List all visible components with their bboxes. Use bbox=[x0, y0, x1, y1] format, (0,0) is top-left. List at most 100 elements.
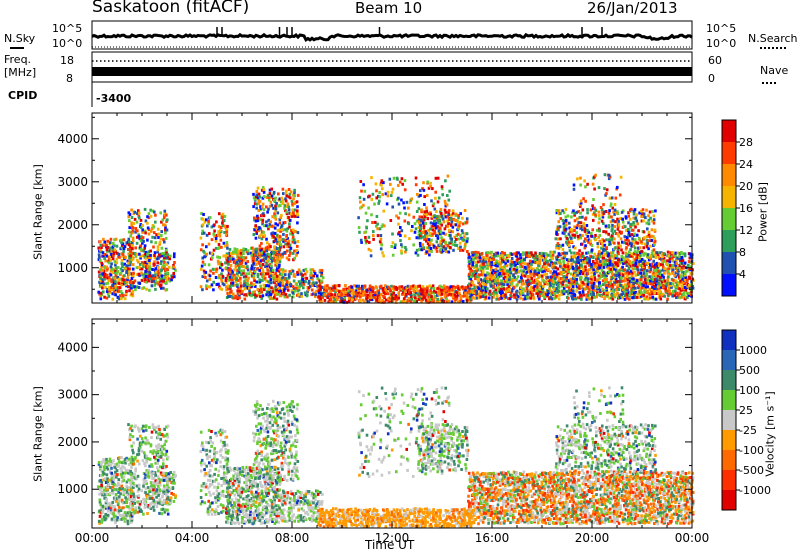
power-echo-cell bbox=[291, 269, 295, 273]
power-echo-cell bbox=[648, 255, 652, 259]
power-echo-cell bbox=[323, 292, 327, 296]
power-echo-cell bbox=[597, 253, 600, 257]
power-echo-cell bbox=[285, 194, 288, 198]
power-echo-cell bbox=[639, 271, 643, 275]
power-echo-cell bbox=[486, 253, 489, 257]
power-echo-cell bbox=[651, 295, 655, 299]
power-echo-cell bbox=[546, 289, 550, 293]
power-echo-cell bbox=[268, 289, 272, 293]
power-echo-cell bbox=[110, 288, 113, 292]
power-echo-cell bbox=[131, 239, 135, 243]
power-echo-cell bbox=[583, 227, 587, 231]
power-echo-cell bbox=[576, 237, 580, 241]
power-echo-cell bbox=[632, 223, 636, 227]
power-echo-cell bbox=[631, 254, 634, 258]
power-echo-cell bbox=[437, 290, 441, 293]
power-echo-cell bbox=[531, 289, 534, 293]
power-echo-cell bbox=[111, 283, 115, 287]
power-echo-cell bbox=[102, 237, 105, 241]
power-echo-cell bbox=[120, 240, 123, 244]
power-echo-cell bbox=[234, 283, 237, 287]
power-echo-cell bbox=[587, 240, 590, 244]
power-echo-cell bbox=[470, 275, 473, 279]
power-echo-cell bbox=[260, 251, 264, 255]
power-echo-cell bbox=[401, 182, 404, 186]
power-echo-cell bbox=[231, 273, 234, 277]
power-echo-cell bbox=[653, 268, 656, 272]
power-echo-cell bbox=[555, 232, 558, 236]
power-echo-cell bbox=[457, 227, 460, 231]
power-echo-cell bbox=[391, 241, 395, 245]
power-echo-cell bbox=[481, 266, 485, 270]
power-echo-cell bbox=[269, 271, 272, 275]
power-echo-cell bbox=[215, 220, 218, 224]
power-echo-cell bbox=[688, 283, 691, 287]
power-echo-cell bbox=[391, 287, 395, 291]
power-echo-cell bbox=[606, 258, 610, 262]
power-echo-cell bbox=[549, 283, 552, 287]
power-echo-cell bbox=[614, 261, 617, 265]
power-echo-cell bbox=[571, 233, 575, 237]
power-echo-cell bbox=[238, 262, 242, 266]
power-echo-cell bbox=[319, 297, 322, 301]
power-echo-cell bbox=[614, 271, 618, 275]
power-echo-cell bbox=[440, 297, 443, 301]
power-echo-cell bbox=[590, 265, 593, 269]
power-echo-cell bbox=[125, 291, 128, 295]
power-echo-cell bbox=[521, 271, 524, 275]
power-echo-cell bbox=[433, 219, 436, 223]
power-echo-cell bbox=[542, 284, 545, 288]
power-echo-cell bbox=[627, 291, 630, 295]
power-echo-cell bbox=[417, 236, 421, 240]
power-echo-cell bbox=[403, 234, 407, 238]
power-echo-cell bbox=[282, 221, 285, 225]
power-echo-cell bbox=[505, 287, 509, 291]
power-echo-cell bbox=[644, 278, 647, 282]
power-echo-cell bbox=[128, 258, 131, 262]
power-echo-cell bbox=[164, 272, 167, 276]
power-echo-cell bbox=[494, 276, 497, 280]
power-echo-cell bbox=[417, 226, 421, 229]
power-echo-cell bbox=[269, 245, 272, 249]
power-echo-cell bbox=[113, 238, 116, 242]
power-echo-cell bbox=[530, 276, 534, 280]
power-echo-cell bbox=[477, 296, 481, 300]
power-echo-cell bbox=[589, 254, 592, 258]
power-echo-cell bbox=[656, 285, 660, 289]
power-echo-cell bbox=[364, 211, 368, 215]
power-echo-cell bbox=[244, 265, 247, 269]
power-echo-cell bbox=[655, 273, 658, 277]
power-echo-cell bbox=[143, 246, 146, 250]
power-echo-cell bbox=[423, 215, 427, 218]
power-echo-cell bbox=[623, 297, 627, 301]
power-echo-cell bbox=[321, 276, 325, 280]
power-echo-cell bbox=[242, 271, 245, 275]
power-echo-cell bbox=[475, 285, 478, 289]
power-echo-cell bbox=[490, 260, 493, 264]
power-echo-cell bbox=[372, 230, 375, 234]
power-echo-cell bbox=[400, 287, 403, 291]
power-echo-cell bbox=[498, 282, 502, 286]
power-echo-cell bbox=[594, 213, 597, 217]
power-echo-cell bbox=[573, 213, 576, 217]
power-echo-cell bbox=[242, 247, 245, 251]
power-echo-cell bbox=[636, 241, 639, 245]
power-echo-cell bbox=[593, 252, 597, 256]
power-echo-cell bbox=[652, 271, 655, 275]
power-echo-cell bbox=[143, 229, 147, 233]
power-echo-cell bbox=[438, 242, 442, 246]
power-echo-cell bbox=[153, 231, 156, 235]
power-echo-cell bbox=[651, 285, 655, 288]
power-echo-cell bbox=[607, 173, 611, 177]
power-echo-cell bbox=[638, 292, 641, 296]
power-echo-cell bbox=[375, 215, 379, 218]
power-echo-cell bbox=[586, 272, 590, 275]
power-echo-cell bbox=[212, 280, 215, 284]
power-echo-cell bbox=[671, 282, 675, 286]
power-echo-cell bbox=[496, 281, 499, 285]
power-echo-cell bbox=[636, 292, 639, 296]
power-echo-cell bbox=[521, 293, 525, 297]
power-echo-cell bbox=[627, 253, 631, 257]
power-echo-cell bbox=[212, 248, 216, 252]
power-echo-cell bbox=[567, 243, 571, 247]
